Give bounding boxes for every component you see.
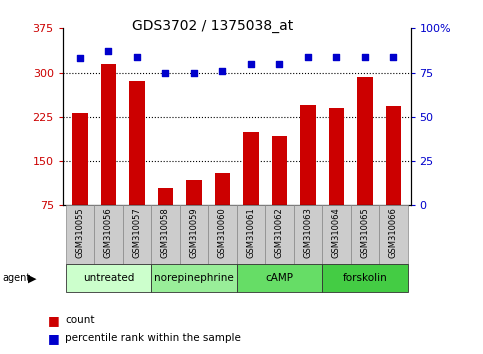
Bar xyxy=(265,205,294,264)
Bar xyxy=(300,105,316,205)
Text: forskolin: forskolin xyxy=(342,273,387,283)
Bar xyxy=(385,106,401,205)
Bar xyxy=(186,180,202,205)
Text: percentile rank within the sample: percentile rank within the sample xyxy=(65,333,241,343)
Bar xyxy=(208,205,237,264)
Bar xyxy=(322,264,408,292)
Text: GSM310058: GSM310058 xyxy=(161,207,170,258)
Point xyxy=(276,61,284,67)
Bar xyxy=(214,173,230,205)
Bar xyxy=(294,205,322,264)
Text: cAMP: cAMP xyxy=(266,273,294,283)
Text: GSM310060: GSM310060 xyxy=(218,207,227,258)
Text: GDS3702 / 1375038_at: GDS3702 / 1375038_at xyxy=(132,19,293,34)
Bar xyxy=(94,205,123,264)
Bar xyxy=(129,81,145,205)
Text: GSM310059: GSM310059 xyxy=(189,207,199,258)
Text: GSM310063: GSM310063 xyxy=(303,207,313,258)
Bar xyxy=(123,205,151,264)
Text: GSM310061: GSM310061 xyxy=(246,207,256,258)
Text: GSM310055: GSM310055 xyxy=(75,207,85,258)
Text: GSM310066: GSM310066 xyxy=(389,207,398,258)
Point xyxy=(247,61,255,67)
Point xyxy=(161,70,169,75)
Bar xyxy=(351,205,379,264)
Text: GSM310056: GSM310056 xyxy=(104,207,113,258)
Text: untreated: untreated xyxy=(83,273,134,283)
Bar xyxy=(151,205,180,264)
Bar xyxy=(271,136,287,205)
Point xyxy=(304,54,312,59)
Text: norepinephrine: norepinephrine xyxy=(154,273,234,283)
Bar xyxy=(379,205,408,264)
Text: ■: ■ xyxy=(48,314,60,327)
Text: GSM310062: GSM310062 xyxy=(275,207,284,258)
Text: GSM310065: GSM310065 xyxy=(360,207,369,258)
Text: agent: agent xyxy=(2,273,30,283)
Point xyxy=(361,54,369,59)
Bar xyxy=(328,108,344,205)
Bar xyxy=(357,77,373,205)
Bar xyxy=(237,205,265,264)
Point xyxy=(104,48,112,54)
Text: GSM310064: GSM310064 xyxy=(332,207,341,258)
Text: ▶: ▶ xyxy=(28,274,37,284)
Text: count: count xyxy=(65,315,95,325)
Bar xyxy=(72,113,88,205)
Text: ■: ■ xyxy=(48,332,60,344)
Bar xyxy=(66,264,151,292)
Bar xyxy=(180,205,208,264)
Bar xyxy=(100,64,116,205)
Point xyxy=(133,54,141,59)
Point xyxy=(218,68,226,74)
Point xyxy=(333,54,341,59)
Bar xyxy=(151,264,237,292)
Point xyxy=(76,56,84,61)
Bar xyxy=(66,205,94,264)
Bar xyxy=(237,264,322,292)
Point xyxy=(190,70,198,75)
Bar xyxy=(322,205,351,264)
Text: GSM310057: GSM310057 xyxy=(132,207,142,258)
Point xyxy=(390,54,398,59)
Bar xyxy=(243,132,259,205)
Bar xyxy=(157,188,173,205)
